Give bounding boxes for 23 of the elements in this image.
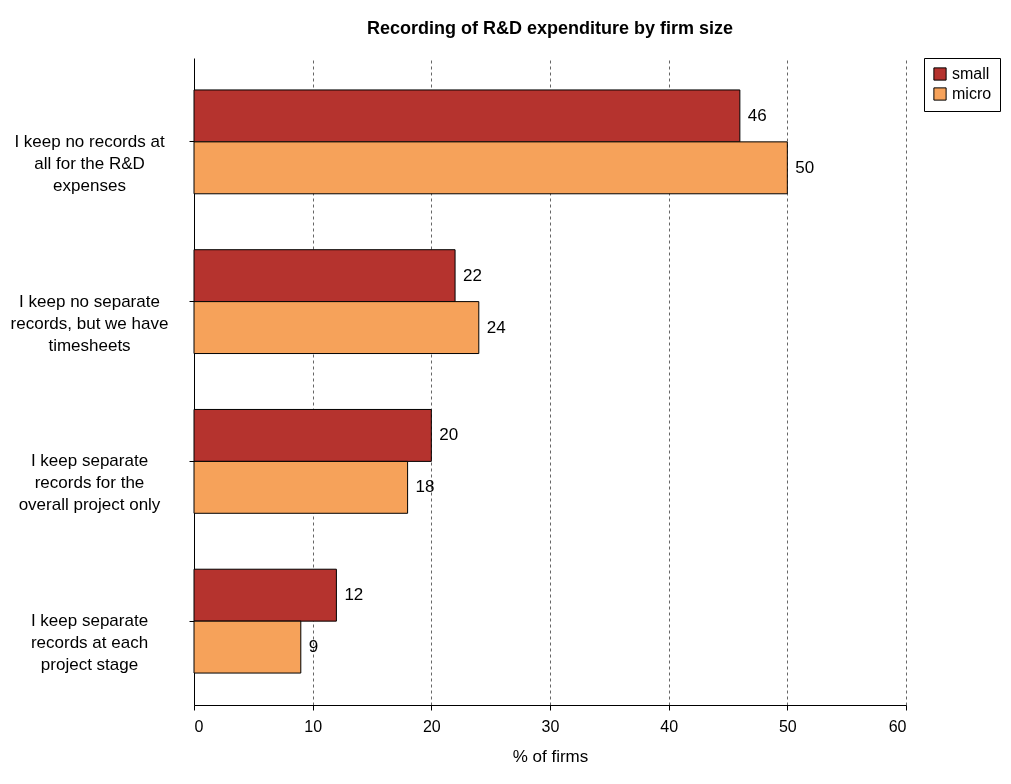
x-tick-label: 40 <box>660 717 679 735</box>
x-tick-label: 10 <box>304 717 323 735</box>
data-label: 12 <box>344 585 364 605</box>
x-tick-label: 0 <box>194 717 204 735</box>
y-tick-label: I keep separate records for the overall project only <box>18 451 161 515</box>
data-label: 46 <box>747 105 767 125</box>
x-axis-title: % of firms <box>512 746 589 766</box>
data-label: 24 <box>486 317 506 337</box>
chart-title: Recording of R&D expenditure by firm size <box>366 18 734 38</box>
legend-label: micro <box>952 85 992 102</box>
x-tick-label: 30 <box>541 717 560 735</box>
y-tick-label: I keep separate records at each project stage <box>30 611 149 675</box>
data-label: 20 <box>439 425 459 445</box>
x-tick-label: 50 <box>778 717 797 735</box>
y-tick-label: I keep no separate records, but we have timesheets <box>10 291 169 355</box>
data-label: 18 <box>415 477 435 497</box>
data-label: 22 <box>463 265 482 285</box>
legend-label: small <box>952 65 990 82</box>
x-tick-label: 60 <box>888 717 907 735</box>
x-tick-label: 20 <box>422 717 441 735</box>
data-label: 50 <box>795 157 815 177</box>
data-label: 9 <box>308 637 319 657</box>
y-tick-label: I keep no records at all for the R&D expenses <box>14 131 165 195</box>
